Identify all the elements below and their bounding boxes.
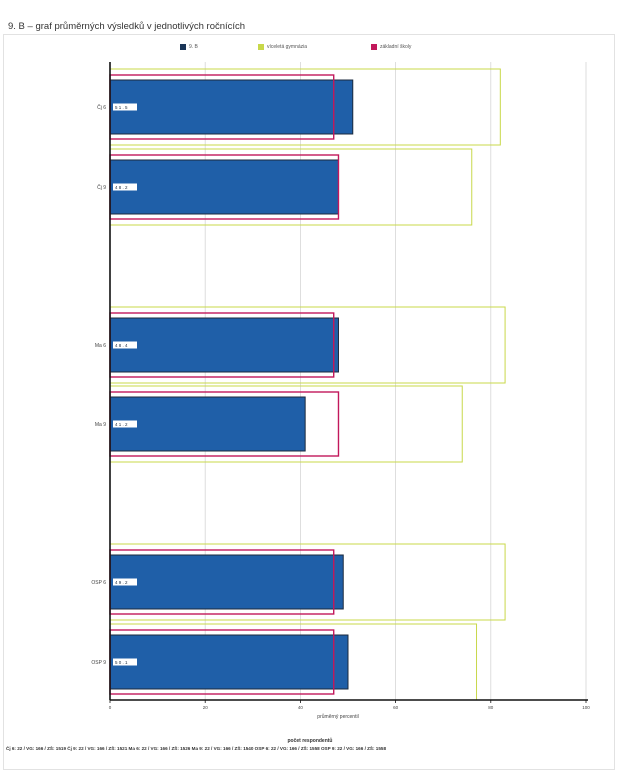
legend-label: víceletá gymnázia — [267, 44, 308, 50]
bar-class — [109, 396, 306, 452]
value-label-box — [113, 103, 137, 111]
value-label-box — [113, 183, 137, 191]
legend-swatch — [180, 44, 186, 50]
x-tick-label: 40 — [298, 705, 304, 710]
bar-class — [109, 634, 349, 690]
legend-item-series-3: základní školy — [371, 44, 411, 50]
value-label: 4 8 . 2 — [115, 185, 128, 190]
bar-class — [109, 159, 339, 215]
value-label-box — [113, 658, 137, 666]
x-tick-label: 0 — [109, 705, 112, 710]
value-label-box — [113, 578, 137, 586]
bar-class — [109, 79, 354, 135]
value-label: 5 0 . 1 — [115, 660, 128, 665]
category-label: Čj 9 — [97, 184, 106, 191]
category-label: OSP 6 — [91, 580, 106, 586]
value-label: 4 8 . 4 — [115, 343, 128, 348]
category-label: OSP 9 — [91, 660, 106, 666]
legend-label: 9. B — [189, 44, 198, 50]
value-label: 4 1 . 2 — [115, 422, 128, 427]
value-label: 5 1 . 5 — [115, 105, 128, 110]
x-tick-label: 80 — [488, 705, 494, 710]
legend-swatch — [258, 44, 264, 50]
legend-item-series-1: 9. B — [180, 44, 198, 50]
value-label-box — [113, 341, 137, 349]
x-tick-label: 100 — [582, 705, 590, 710]
category-label: Ma 6 — [95, 343, 106, 349]
respondents-text: Čj 6: 22 / VG: 166 / ZŠ: 1519 Čj 9: 22 /… — [6, 746, 387, 751]
bar-class — [109, 317, 339, 373]
x-tick-label: 60 — [393, 705, 399, 710]
legend-swatch — [371, 44, 377, 50]
legend: 9. B víceletá gymnázia základní školy — [0, 44, 620, 56]
bar-class — [109, 554, 344, 610]
x-axis-label: průměrný percentil — [317, 713, 358, 720]
page-title: 9. B – graf průměrných výsledků v jednot… — [8, 21, 246, 32]
x-tick-label: 20 — [203, 705, 209, 710]
category-label: Čj 6 — [97, 104, 106, 111]
value-label: 4 9 . 2 — [115, 580, 128, 585]
legend-item-series-2: víceletá gymnázia — [258, 44, 307, 50]
category-label: Ma 9 — [95, 422, 106, 428]
value-label-box — [113, 420, 137, 428]
legend-label: základní školy — [380, 44, 412, 50]
respondents-title: počet respondentů — [287, 738, 333, 744]
chart-frame — [3, 34, 615, 770]
